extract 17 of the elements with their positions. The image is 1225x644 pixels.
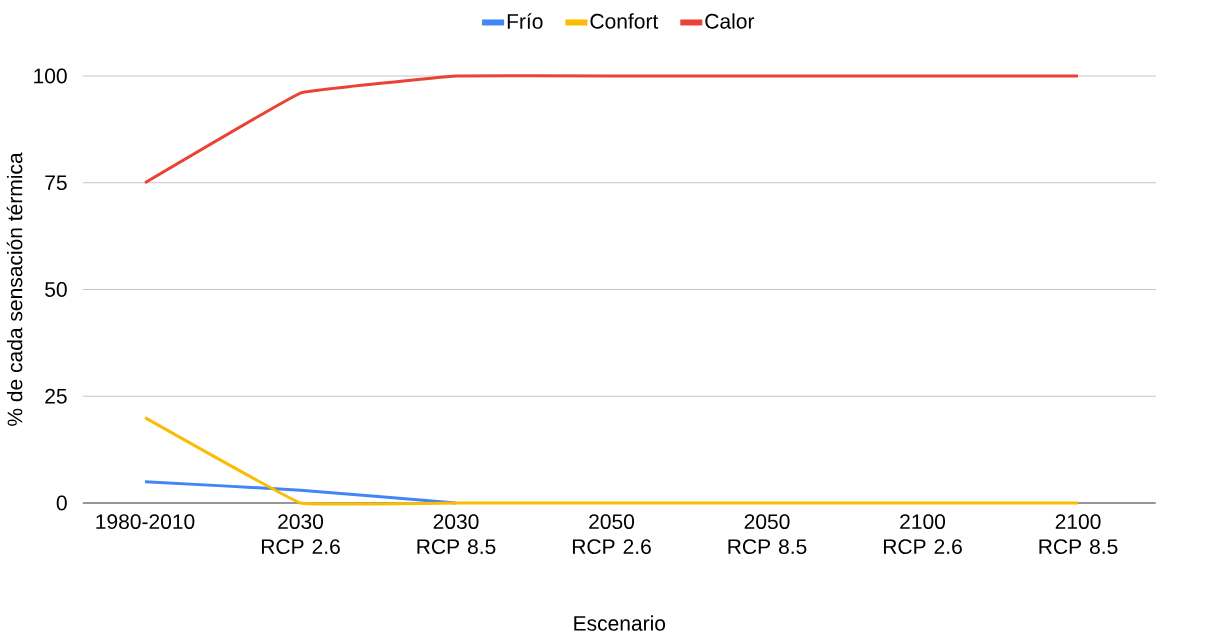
legend-label: Confort	[590, 13, 659, 29]
x-tick-label: 1980-2010	[96, 514, 195, 530]
legend-label: Frío	[507, 13, 543, 29]
x-tick-label: 2030 RCP 2.6	[261, 514, 340, 555]
y-tick-label: 100	[34, 68, 67, 84]
y-tick-label: 25	[45, 388, 67, 404]
y-tick-label: 0	[56, 495, 67, 511]
y-tick-label: 75	[45, 175, 67, 191]
y-tick-label: 50	[45, 282, 67, 297]
x-tick-label: 2050 RCP 2.6	[572, 514, 651, 555]
x-tick-label: 2050 RCP 8.5	[728, 514, 807, 555]
x-tick-label: 2100 RCP 2.6	[883, 514, 962, 555]
legend-label: Calor	[705, 13, 755, 29]
y-axis-title: % de cada sensación térmica	[6, 152, 23, 426]
x-tick-label: 2030 RCP 8.5	[417, 514, 496, 555]
x-tick-label: 2100 RCP 8.5	[1039, 514, 1118, 555]
x-axis-title: Escenario	[574, 615, 666, 631]
